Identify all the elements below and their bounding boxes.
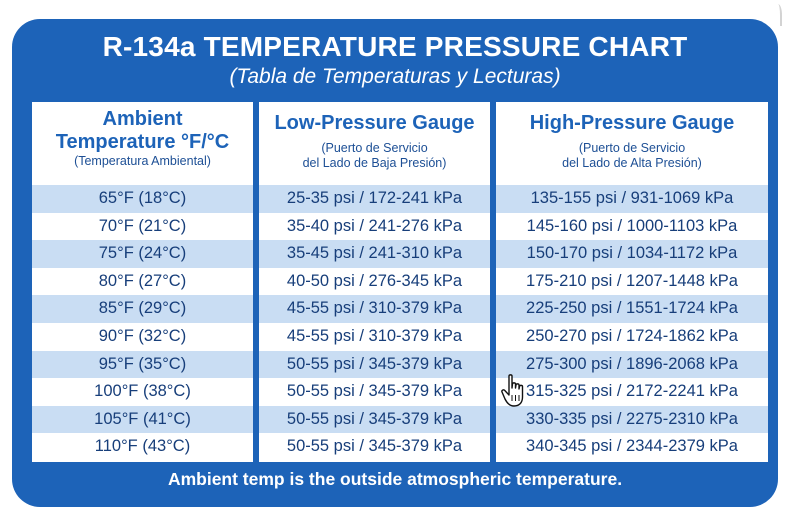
chart-title: R-134a TEMPERATURE PRESSURE CHART: [102, 31, 688, 62]
low-header-sub2: del Lado de Baja Presión): [302, 156, 447, 170]
high-pressure-cell: 225-250 psi / 1551-1724 kPa: [496, 295, 768, 323]
low-header-title: Low-Pressure Gauge: [274, 112, 475, 134]
ambient-temp-cell: 80°F (27°C): [98, 271, 187, 290]
ambient-temp-cell: 70°F (21°C): [98, 216, 187, 235]
low-pressure-column: Low-Pressure Gauge (Puerto de Servicio d…: [259, 102, 490, 462]
low-pressure-cell: 50-55 psi / 345-379 kPa: [259, 350, 490, 379]
ambient-temp-cell: 90°F (32°C): [98, 326, 187, 345]
ambient-temp-cell: 100°F (38°C): [94, 382, 191, 401]
ambient-header-line1: Ambient: [102, 108, 183, 130]
ambient-header: Ambient Temperature °F/°C (Temperatura A…: [32, 102, 253, 185]
high-pressure-cell: 175-210 psi / 1207-1448 kPa: [526, 271, 738, 290]
ambient-temp-cell: 65°F (18°C): [32, 185, 253, 213]
ambient-temp-cell: 75°F (24°C): [32, 240, 253, 268]
pressure-table: Ambient Temperature °F/°C (Temperatura A…: [32, 102, 768, 462]
ambient-temp-cell: 85°F (29°C): [32, 295, 253, 323]
high-pressure-cell: 150-170 psi / 1034-1172 kPa: [496, 240, 768, 268]
ambient-temp-cell: 110°F (43°C): [94, 437, 191, 456]
low-pressure-header: Low-Pressure Gauge (Puerto de Servicio d…: [259, 102, 490, 185]
high-header-sub2: del Lado de Alta Presión): [562, 156, 702, 170]
high-pressure-rows: 135-155 psi / 931-1069 kPa 145-160 psi / …: [496, 185, 768, 461]
low-pressure-cell: 35-45 psi / 241-310 kPa: [259, 240, 490, 268]
high-pressure-cell: 135-155 psi / 931-1069 kPa: [496, 185, 768, 213]
ambient-column: Ambient Temperature °F/°C (Temperatura A…: [32, 102, 253, 462]
high-header-title: High-Pressure Gauge: [529, 112, 735, 134]
chart-subtitle: (Tabla de Temperaturas y Lecturas): [229, 65, 561, 88]
low-pressure-cell: 40-50 psi / 276-345 kPa: [286, 271, 463, 290]
ambient-rows: 65°F (18°C) 70°F (21°C) 75°F (24°C) 80°F (2…: [32, 185, 253, 461]
ambient-header-sub: (Temperatura Ambiental): [74, 154, 211, 168]
low-pressure-cell: 50-55 psi / 345-379 kPa: [259, 405, 490, 434]
high-pressure-cell: 275-300 psi / 1896-2068 kPa: [496, 350, 768, 379]
ambient-header-line2: Temperature °F/°C: [55, 131, 230, 153]
page-corner-mark: [774, 4, 782, 26]
low-pressure-rows: 25-35 psi / 172-241 kPa 35-40 psi / 241-2…: [259, 185, 490, 461]
low-header-sub1: (Puerto de Servicio: [321, 141, 428, 155]
low-pressure-cell: 35-40 psi / 241-276 kPa: [286, 216, 463, 235]
high-pressure-cell: 145-160 psi / 1000-1103 kPa: [526, 216, 738, 235]
low-pressure-cell: 45-55 psi / 310-379 kPa: [286, 326, 463, 345]
ambient-temp-cell: 105°F (41°C): [32, 405, 253, 434]
low-pressure-cell: 50-55 psi / 345-379 kPa: [286, 437, 463, 456]
low-pressure-cell: 50-55 psi / 345-379 kPa: [286, 382, 463, 401]
high-pressure-cell: 250-270 psi / 1724-1862 kPa: [526, 326, 738, 345]
high-pressure-header: High-Pressure Gauge (Puerto de Servicio …: [496, 102, 768, 185]
high-header-sub1: (Puerto de Servicio: [578, 141, 686, 155]
low-pressure-cell: 45-55 psi / 310-379 kPa: [259, 295, 490, 323]
high-pressure-cell: 315-325 psi / 2172-2241 kPa: [526, 382, 738, 401]
high-pressure-column: High-Pressure Gauge (Puerto de Servicio …: [496, 102, 768, 462]
pressure-chart-card: R-134a TEMPERATURE PRESSURE CHART (Tabla…: [12, 19, 778, 507]
high-pressure-cell: 340-345 psi / 2344-2379 kPa: [526, 437, 738, 456]
high-pressure-cell: 330-335 psi / 2275-2310 kPa: [496, 405, 768, 434]
ambient-temp-cell: 95°F (35°C): [32, 350, 253, 379]
hand-pointer-icon: [501, 374, 524, 407]
footer-note: Ambient temp is the outside atmospheric …: [167, 469, 623, 489]
low-pressure-cell: 25-35 psi / 172-241 kPa: [259, 185, 490, 213]
